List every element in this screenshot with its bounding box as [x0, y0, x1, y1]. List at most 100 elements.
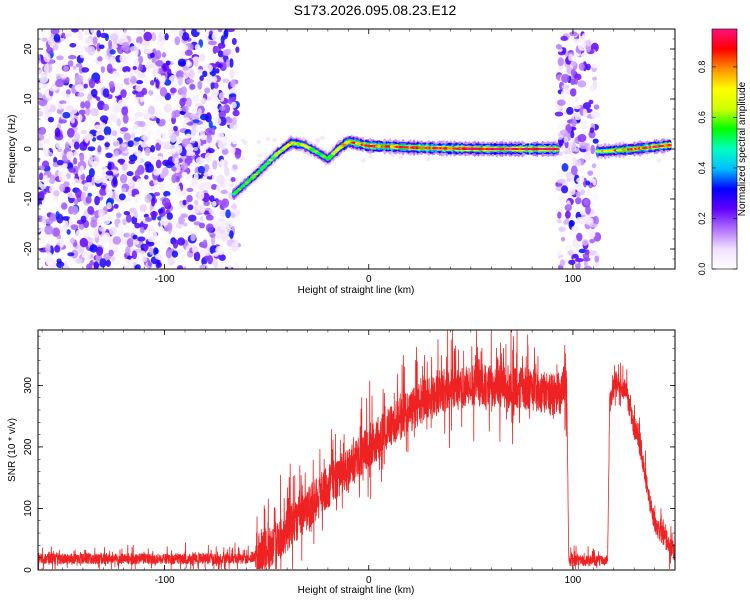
y-tick-label: 200 [23, 438, 34, 455]
spectrogram-noise-cell [46, 47, 54, 55]
spectrogram-noise-cell [162, 63, 170, 72]
spectrogram-noise-cell [582, 239, 589, 246]
spectrogram-noise-cell [136, 36, 143, 45]
spectrogram-noise-cell [564, 210, 571, 219]
colorbar-tick-label: 0.2 [697, 212, 707, 225]
spectrogram-noise-cell [208, 104, 217, 109]
spectrogram-noise-cell [561, 73, 570, 83]
spectrogram-noise-cell [135, 80, 144, 85]
spectrogram-noise-cell [118, 193, 126, 201]
spectrogram-noise-cell [130, 75, 137, 85]
spectrogram-noise-cell [157, 208, 164, 214]
spectrogram-noise-cell [151, 197, 156, 207]
spectrogram-noise-cell [100, 66, 106, 73]
spectrogram-noise-cell [117, 228, 124, 237]
spectrogram-noise-cell [96, 96, 101, 102]
spectrogram-noise-cell [204, 64, 213, 73]
spectrogram-noise-cell [63, 181, 70, 187]
spectrogram-noise-cell [136, 178, 144, 186]
spectrogram-noise-cell [117, 99, 127, 108]
spectrogram-noise-cell [108, 188, 113, 198]
spectrogram-noise-cell [78, 114, 83, 122]
spectrogram-noise-cell [134, 169, 140, 179]
snr-ylabel: SNR (10 * v/v) [7, 418, 18, 482]
spectrogram-noise-cell [40, 184, 47, 190]
spectrogram-noise-cell [144, 147, 151, 157]
spectrogram-noise-cell [46, 73, 55, 79]
spectrogram-noise-cell [55, 79, 64, 88]
spectrogram-noise-cell [96, 29, 101, 38]
spectrogram-noise-cell [57, 170, 63, 178]
spectrogram-noise-cell [225, 209, 231, 219]
spectrogram-noise-cell [225, 59, 231, 68]
spectrogram-noise-cell [181, 162, 188, 171]
spectrogram-noise-cell [211, 95, 219, 102]
spectrogram-noise-cell [157, 38, 166, 47]
spectrogram-noise-cell [81, 253, 88, 258]
spectrogram-noise-cell [129, 46, 138, 52]
spectrogram-noise-cell [568, 230, 577, 237]
spectrogram-noise-cell [567, 250, 574, 256]
spectrogram-noise-cell [556, 249, 563, 257]
spectrogram-noise-cell [559, 259, 566, 267]
spectrogram-noise-cell [80, 101, 86, 109]
spectrogram-noise-cell [556, 99, 566, 106]
spectrogram-noise-cell [223, 29, 229, 38]
spectrogram-noise-cell [556, 170, 561, 176]
spectrogram-noise-cell [150, 144, 156, 153]
spectrogram-noise-cell [155, 159, 162, 169]
spectrogram-noise-cell [139, 226, 145, 234]
spectrogram-noise-cell [65, 105, 74, 112]
snr-xlabel: Height of straight line (km) [298, 585, 415, 596]
spectrogram-noise-cell [98, 140, 104, 146]
spectrogram-noise-cell [155, 128, 163, 137]
spectrogram-ridge-cell [248, 178, 253, 181]
spectrogram-noise-cell [144, 233, 149, 240]
spectrogram-noise-cell [79, 152, 85, 162]
spectrogram-noise-cell [98, 209, 103, 218]
spectrogram-noise-cell [570, 130, 575, 139]
spectrogram-noise-cell [133, 240, 140, 245]
spectrogram-noise-cell [74, 45, 83, 53]
spectrogram-noise-cell [580, 120, 588, 130]
spectrogram-noise-cell [83, 83, 88, 89]
spectrogram-noise-cell [592, 80, 598, 89]
spectrogram-noise-cell [425, 157, 431, 162]
spectrogram-noise-cell [142, 76, 150, 83]
spectrogram-noise-field [38, 29, 667, 269]
spectrogram-noise-cell [59, 237, 65, 248]
spectrogram-noise-cell [155, 78, 160, 89]
spectrogram-noise-cell [91, 160, 100, 168]
spectrogram-noise-cell [80, 215, 87, 223]
spectrogram-noise-cell [212, 258, 219, 269]
spectrogram-noise-cell [569, 88, 577, 97]
spectrogram-noise-cell [573, 104, 581, 110]
spectrogram-noise-cell [234, 149, 242, 159]
spectrogram-noise-cell [555, 43, 562, 50]
spectrogram-noise-cell [198, 222, 206, 229]
spectrogram-noise-cell [160, 218, 169, 226]
spectrogram-noise-cell [94, 195, 100, 206]
spectrogram-noise-cell [134, 150, 143, 157]
spectrogram-noise-cell [199, 134, 208, 141]
spectrogram-noise-cell [167, 255, 175, 266]
spectrogram-noise-cell [588, 230, 596, 239]
spectrogram-noise-cell [554, 111, 564, 117]
spectrogram-noise-cell [95, 254, 103, 262]
spectrogram-noise-cell [127, 189, 132, 196]
spectrogram-noise-cell [265, 137, 271, 142]
spectrogram-noise-cell [233, 70, 240, 75]
spectrogram-noise-cell [225, 220, 233, 229]
spectrogram-noise-cell [92, 36, 98, 45]
spectrogram-noise-cell [84, 100, 91, 109]
spectrogram-ridge-cell [233, 190, 239, 194]
spectrogram-noise-cell [570, 165, 578, 176]
spectrogram-noise-cell [119, 54, 127, 63]
spectrogram-noise-cell [171, 250, 179, 258]
spectrogram-noise-cell [178, 29, 184, 38]
spectrogram-noise-cell [212, 159, 218, 170]
spectrogram-noise-cell [559, 129, 568, 136]
spectrogram-noise-cell [188, 214, 197, 222]
